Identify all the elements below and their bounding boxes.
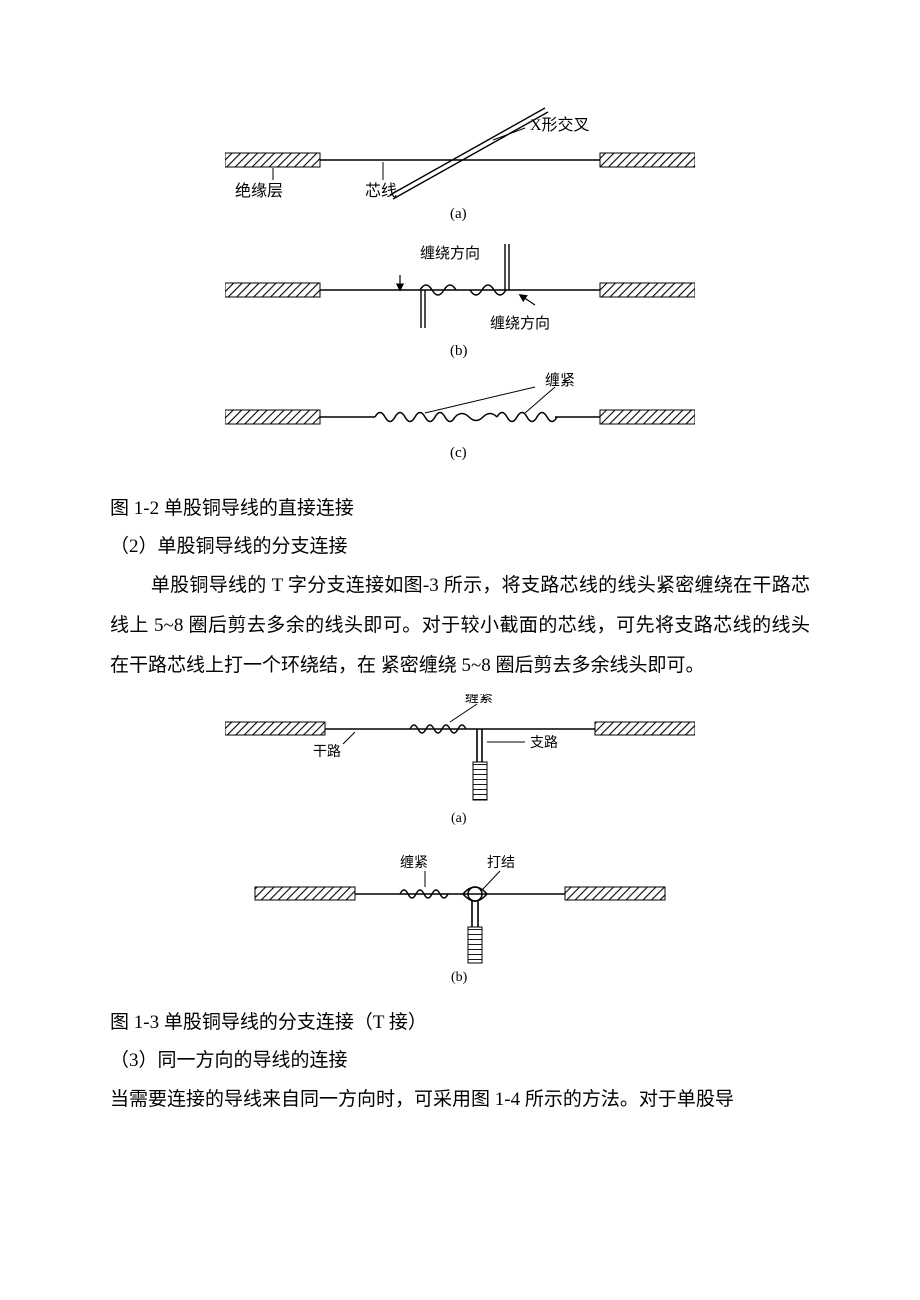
label-panel-b: (b): [450, 343, 468, 359]
figure-1-3-svg: 缠紧 干路 支路 (a): [225, 694, 695, 984]
label-wrap-dir-top: 缠绕方向: [420, 244, 480, 262]
label-trunk: 干路: [313, 744, 341, 760]
label-panel-a: (a): [450, 206, 467, 222]
figure-1-2: X形交叉 绝缘层 芯线 (a): [110, 100, 810, 470]
body-section-2: 单股铜导线的 T 字分支连接如图-3 所示，将支路芯线的线头紧密缠绕在干路芯线上…: [110, 566, 810, 686]
label-x-cross: X形交叉: [530, 116, 590, 134]
label-core: 芯线: [365, 182, 397, 200]
figure-1-3-panel-b: 缠紧 打结 (b): [255, 854, 665, 984]
caption-figure-1-2: 图 1-2 单股铜导线的直接连接: [110, 490, 810, 528]
figure-1-2-panel-c: 缠紧 (c): [225, 371, 695, 461]
label-knot: 打结: [487, 854, 515, 871]
figure-1-3-panel-a: 缠紧 干路 支路 (a): [225, 694, 695, 826]
label-panel-b2: (b): [451, 970, 468, 984]
label-insulation: 绝缘层: [235, 182, 283, 200]
label-tight-b2: 缠紧: [400, 854, 428, 871]
figure-1-2-panel-b: 缠绕方向 缠绕方向 (b): [225, 244, 695, 359]
figure-1-2-svg: X形交叉 绝缘层 芯线 (a): [225, 100, 695, 470]
figure-1-3: 缠紧 干路 支路 (a): [110, 694, 810, 984]
body-section-3: 当需要连接的导线来自同一方向时，可采用图 1-4 所示的方法。对于单股导: [110, 1080, 810, 1120]
label-panel-c: (c): [450, 445, 467, 461]
label-wrap-dir-bottom: 缠绕方向: [490, 314, 550, 332]
heading-section-2: （2）单股铜导线的分支连接: [110, 528, 810, 566]
document-page: X形交叉 绝缘层 芯线 (a): [0, 0, 920, 1180]
caption-figure-1-3: 图 1-3 单股铜导线的分支连接（T 接）: [110, 1004, 810, 1042]
label-panel-a2: (a): [451, 811, 467, 826]
heading-section-3: （3）同一方向的导线的连接: [110, 1042, 810, 1080]
label-tight-a2: 缠紧: [465, 694, 493, 706]
label-tight-c: 缠紧: [545, 371, 575, 389]
figure-1-2-panel-a: X形交叉 绝缘层 芯线 (a): [225, 108, 695, 222]
label-branch: 支路: [530, 735, 558, 751]
